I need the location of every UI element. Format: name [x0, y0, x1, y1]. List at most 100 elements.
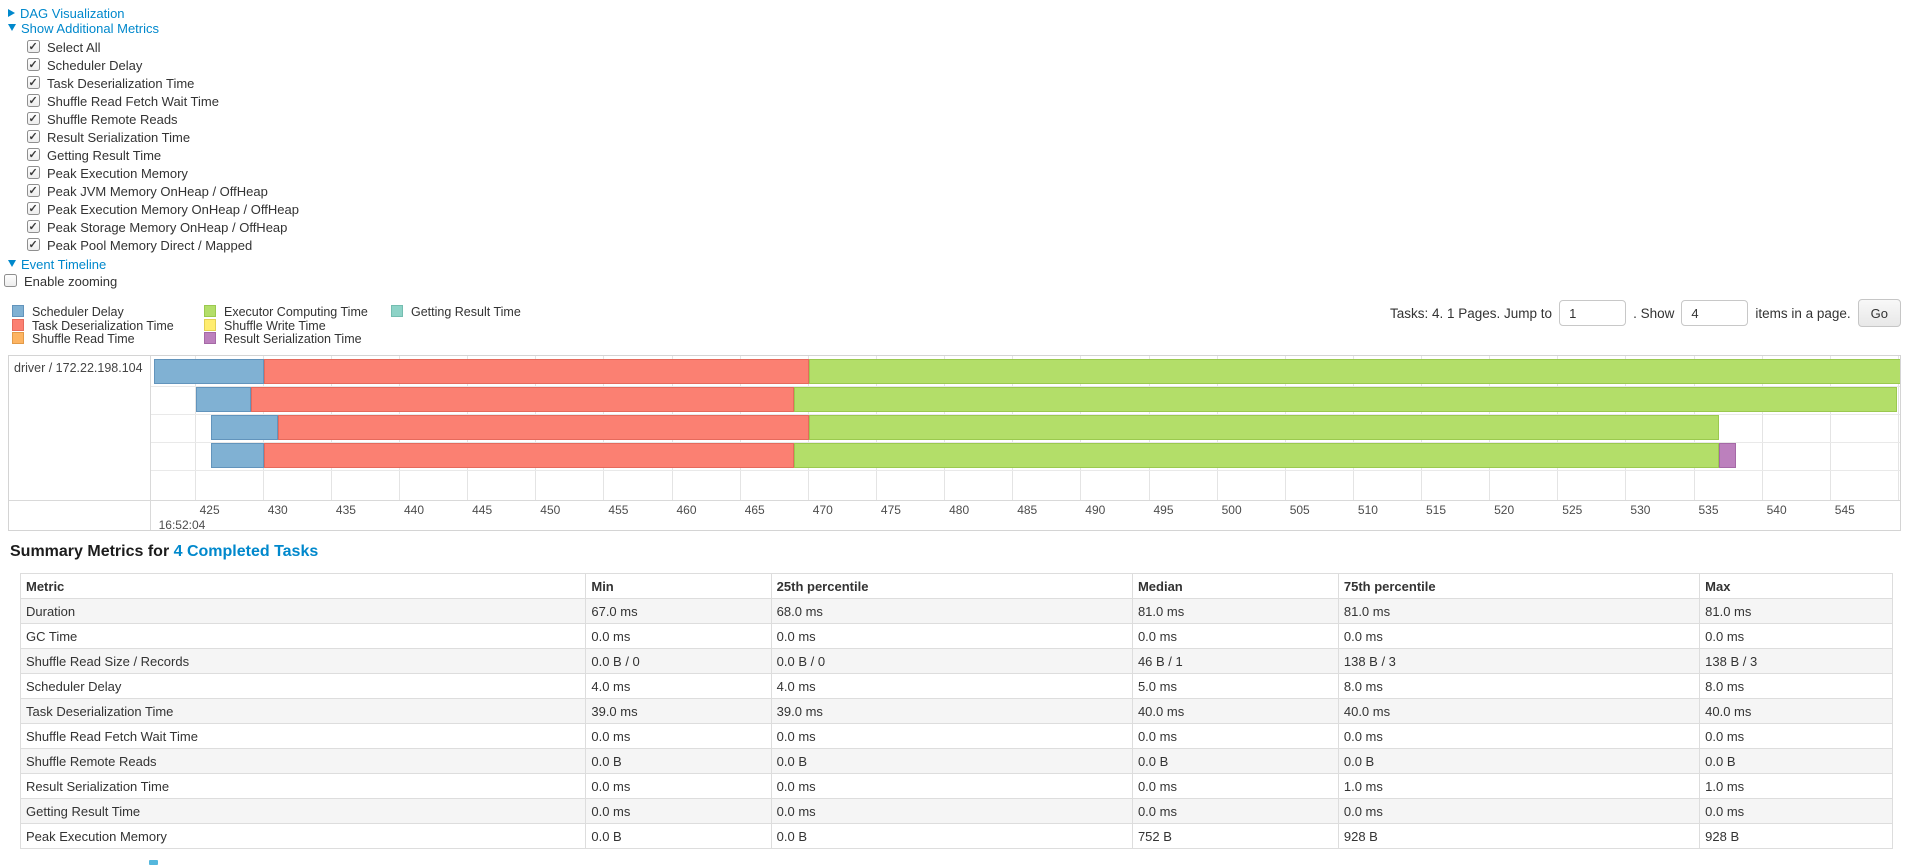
task-bar-segment-scheduler_delay[interactable] [196, 387, 251, 412]
completed-tasks-link[interactable]: 4 Completed Tasks [173, 543, 319, 560]
metric-checkbox-item: Result Serialization Time [27, 128, 299, 147]
legend-column: Scheduler Delay Task Deserialization Time… [12, 305, 204, 346]
show-additional-metrics-link[interactable]: Show Additional Metrics [21, 21, 160, 36]
table-cell: 0.0 ms [1131, 723, 1339, 749]
task-bar-segment-task_deserialization[interactable] [250, 387, 795, 412]
table-cell: 81.0 ms [1131, 598, 1339, 624]
axis-tick-label: 450 [540, 503, 561, 517]
task-bar-segment-executor_computing[interactable] [809, 415, 1720, 440]
timeline-row-separator [151, 470, 1900, 471]
table-cell: 0.0 B / 0 [770, 648, 1133, 674]
table-cell: 40.0 ms [1699, 698, 1893, 724]
task-bar-segment-scheduler_delay[interactable] [211, 443, 265, 468]
table-cell: Shuffle Read Size / Records [19, 648, 587, 674]
timeline-gridline [1897, 356, 1899, 500]
table-cell: 752 B [1131, 823, 1339, 849]
metric-checkbox-item: Task Deserialization Time [27, 74, 299, 93]
axis-tick-label: 535 [1698, 503, 1719, 517]
enable-zooming-checkbox[interactable] [4, 274, 17, 287]
metric-checkbox[interactable] [27, 164, 40, 182]
metric-checkbox[interactable] [27, 38, 40, 56]
metric-checkbox[interactable] [27, 92, 40, 110]
show-additional-metrics-toggle[interactable]: Show Additional Metrics [8, 21, 299, 36]
table-cell: GC Time [19, 623, 587, 649]
legend-item: Getting Result Time [391, 305, 521, 319]
axis-time-label: 16:52:04 [158, 518, 206, 530]
table-cell: 5.0 ms [1131, 673, 1339, 699]
axis-tick-label: 525 [1562, 503, 1583, 517]
legend-label: Executor Computing Time [224, 305, 368, 319]
metric-checkbox-item: Peak Execution Memory [27, 164, 299, 183]
table-cell: 0.0 ms [770, 623, 1133, 649]
metric-checkbox[interactable] [27, 200, 40, 218]
metric-checkbox[interactable] [27, 146, 40, 164]
table-cell: 0.0 B / 0 [585, 648, 772, 674]
pagination-suffix-text: items in a page. [1755, 305, 1851, 321]
legend-label: Shuffle Write Time [224, 318, 326, 333]
axis-tick-label: 540 [1766, 503, 1787, 517]
timeline-row-separator [151, 386, 1900, 387]
table-row: Result Serialization Time 0.0 ms 0.0 ms 0.0… [19, 773, 1893, 799]
items-per-page-input[interactable] [1681, 300, 1749, 326]
timeline-row-separator [151, 442, 1900, 443]
table-cell: 0.0 ms [1131, 623, 1339, 649]
table-cell: 138 B / 3 [1699, 648, 1893, 674]
task-bar-segment-scheduler_delay[interactable] [153, 359, 265, 384]
dag-visualization-toggle[interactable]: DAG Visualization [8, 6, 299, 21]
table-cell: 81.0 ms [1699, 598, 1893, 624]
metric-checkbox[interactable] [27, 182, 40, 200]
table-header-cell: Min [585, 573, 772, 599]
pagination-show-text: . Show [1633, 305, 1675, 321]
metric-checkbox[interactable] [27, 74, 40, 92]
go-button[interactable]: Go [1857, 299, 1901, 327]
event-timeline-link[interactable]: Event Timeline [21, 257, 107, 272]
metric-checkbox[interactable] [27, 56, 40, 74]
legend-item: Scheduler Delay [12, 305, 204, 319]
table-row: Peak Execution Memory 0.0 B 0.0 B 752 B 928 … [19, 823, 1893, 849]
metric-checkbox-label: Peak Execution Memory OnHeap / OffHeap [47, 202, 299, 217]
table-cell: 67.0 ms [585, 598, 772, 624]
pagination-summary-text: Tasks: 4. 1 Pages. Jump to [1389, 305, 1553, 321]
table-cell: 81.0 ms [1337, 598, 1701, 624]
table-cell: 0.0 ms [1337, 623, 1701, 649]
table-cell: 138 B / 3 [1337, 648, 1701, 674]
table-cell: 0.0 ms [1131, 773, 1339, 799]
axis-tick-label: 425 [199, 503, 220, 517]
metric-checkbox-item: Peak Storage Memory OnHeap / OffHeap [27, 218, 299, 237]
metric-checkbox-label: Result Serialization Time [47, 130, 191, 145]
table-cell: 0.0 B [585, 823, 772, 849]
axis-tick-label: 455 [608, 503, 629, 517]
task-bar-segment-executor_computing[interactable] [794, 443, 1720, 468]
jump-to-page-input[interactable] [1559, 300, 1627, 326]
task-bar-segment-executor_computing[interactable] [809, 359, 1900, 384]
metric-checkbox[interactable] [27, 128, 40, 146]
axis-tick-label: 465 [744, 503, 765, 517]
task-bar-segment-task_deserialization[interactable] [277, 415, 810, 440]
table-header-cell: Max [1699, 573, 1893, 599]
task-bar-segment-executor_computing[interactable] [794, 387, 1897, 412]
task-bar-segment-task_deserialization[interactable] [264, 359, 810, 384]
axis-tick-label: 485 [1017, 503, 1038, 517]
task-bar-segment-scheduler_delay[interactable] [211, 415, 278, 440]
metric-checkbox-item: Peak Execution Memory OnHeap / OffHeap [27, 200, 299, 219]
table-cell: 0.0 ms [770, 798, 1133, 824]
task-pagination: Tasks: 4. 1 Pages. Jump to . Show items … [1390, 296, 1901, 330]
table-cell: Peak Execution Memory [19, 823, 587, 849]
metric-checkbox-label: Peak JVM Memory OnHeap / OffHeap [47, 184, 268, 199]
dag-visualization-link[interactable]: DAG Visualization [20, 6, 125, 21]
metric-checkbox-label: Peak Execution Memory [47, 166, 188, 181]
axis-tick-label: 520 [1494, 503, 1515, 517]
table-cell: Task Deserialization Time [19, 698, 587, 724]
event-timeline-toggle[interactable]: Event Timeline [8, 257, 299, 272]
table-cell: 1.0 ms [1699, 773, 1893, 799]
metric-checkbox[interactable] [27, 218, 40, 236]
task-bar-segment-result_serialization[interactable] [1719, 443, 1736, 468]
metric-checkbox[interactable] [27, 236, 40, 254]
table-cell: 0.0 ms [585, 798, 772, 824]
metric-checkbox-item: Select All [27, 38, 299, 57]
task-bar-segment-task_deserialization[interactable] [264, 443, 795, 468]
metric-checkbox-item: Peak Pool Memory Direct / Mapped [27, 236, 299, 255]
metric-checkbox[interactable] [27, 110, 40, 128]
summary-metrics-table: Metric Min 25th percentile Median 75th perce… [19, 573, 1893, 849]
table-cell: 0.0 ms [585, 773, 772, 799]
